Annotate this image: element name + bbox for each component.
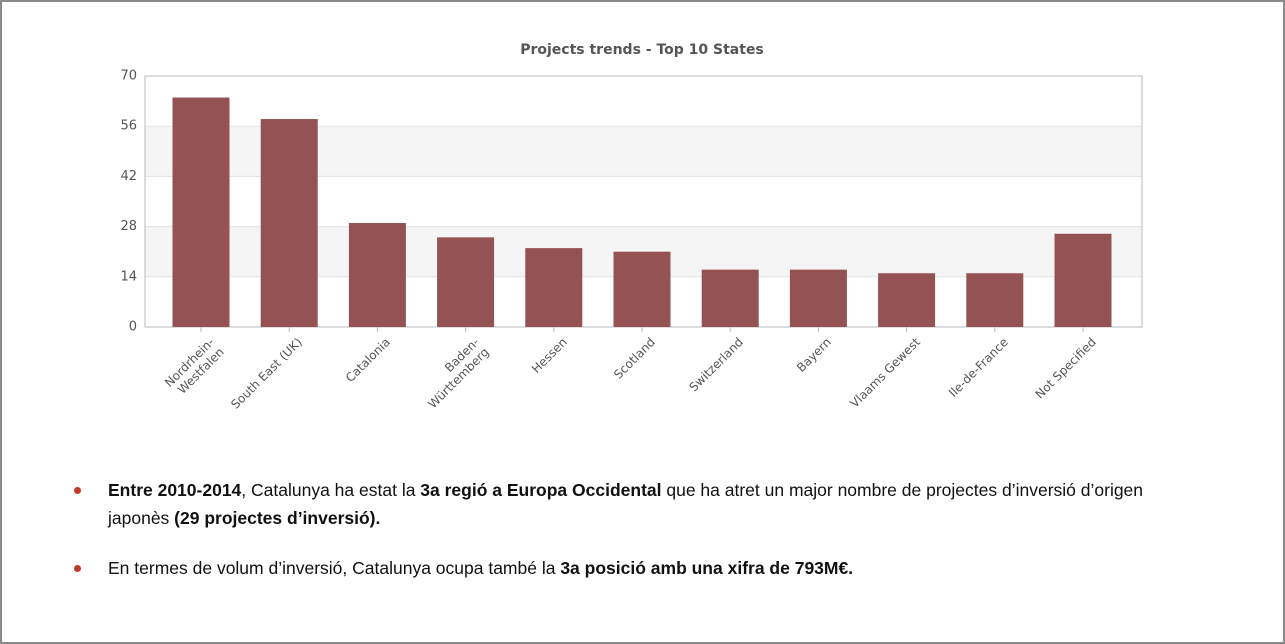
y-tick-label: 56 <box>120 119 137 134</box>
bar <box>172 97 230 327</box>
bar <box>260 119 318 328</box>
y-tick-label: 14 <box>120 269 137 284</box>
bullet-text: (29 projectes d’inversió). <box>174 508 381 528</box>
bar <box>878 273 936 327</box>
bar <box>525 248 583 327</box>
bullet-text: En termes de volum d’inversió, Catalunya… <box>108 558 561 578</box>
bullet-text: 3a regió a Europa Occidental <box>420 480 662 500</box>
bar <box>348 223 406 327</box>
chart: Projects trends - Top 10 States 0 14 28 42 5… <box>120 42 1143 335</box>
bar <box>437 237 495 327</box>
y-tick-label: 70 <box>120 69 137 84</box>
bullet-text: que ha atret un major nombre de projecte… <box>108 480 1144 528</box>
bar <box>1054 233 1112 327</box>
bullet-text: Entre 2010-2014 <box>108 480 242 500</box>
bullet-item: En termes de volum d’inversió, Catalunya… <box>74 554 1198 582</box>
bullet-text: 3a posició amb una xifra de 793M€. <box>560 558 854 578</box>
bar <box>789 269 847 327</box>
bullet-text: , Catalunya ha estat la <box>241 480 421 500</box>
bullet-list: Entre 2010-2014, Catalunya ha estat la 3… <box>74 476 1198 604</box>
bar <box>701 269 759 327</box>
chart-title: Projects trends - Top 10 States <box>520 42 764 58</box>
bullet-item: Entre 2010-2014, Catalunya ha estat la 3… <box>74 476 1198 532</box>
y-tick-label: 0 <box>129 320 137 335</box>
bar <box>966 273 1024 327</box>
y-tick-label: 42 <box>120 169 137 184</box>
y-tick-label: 28 <box>120 219 137 234</box>
bar <box>613 251 671 327</box>
